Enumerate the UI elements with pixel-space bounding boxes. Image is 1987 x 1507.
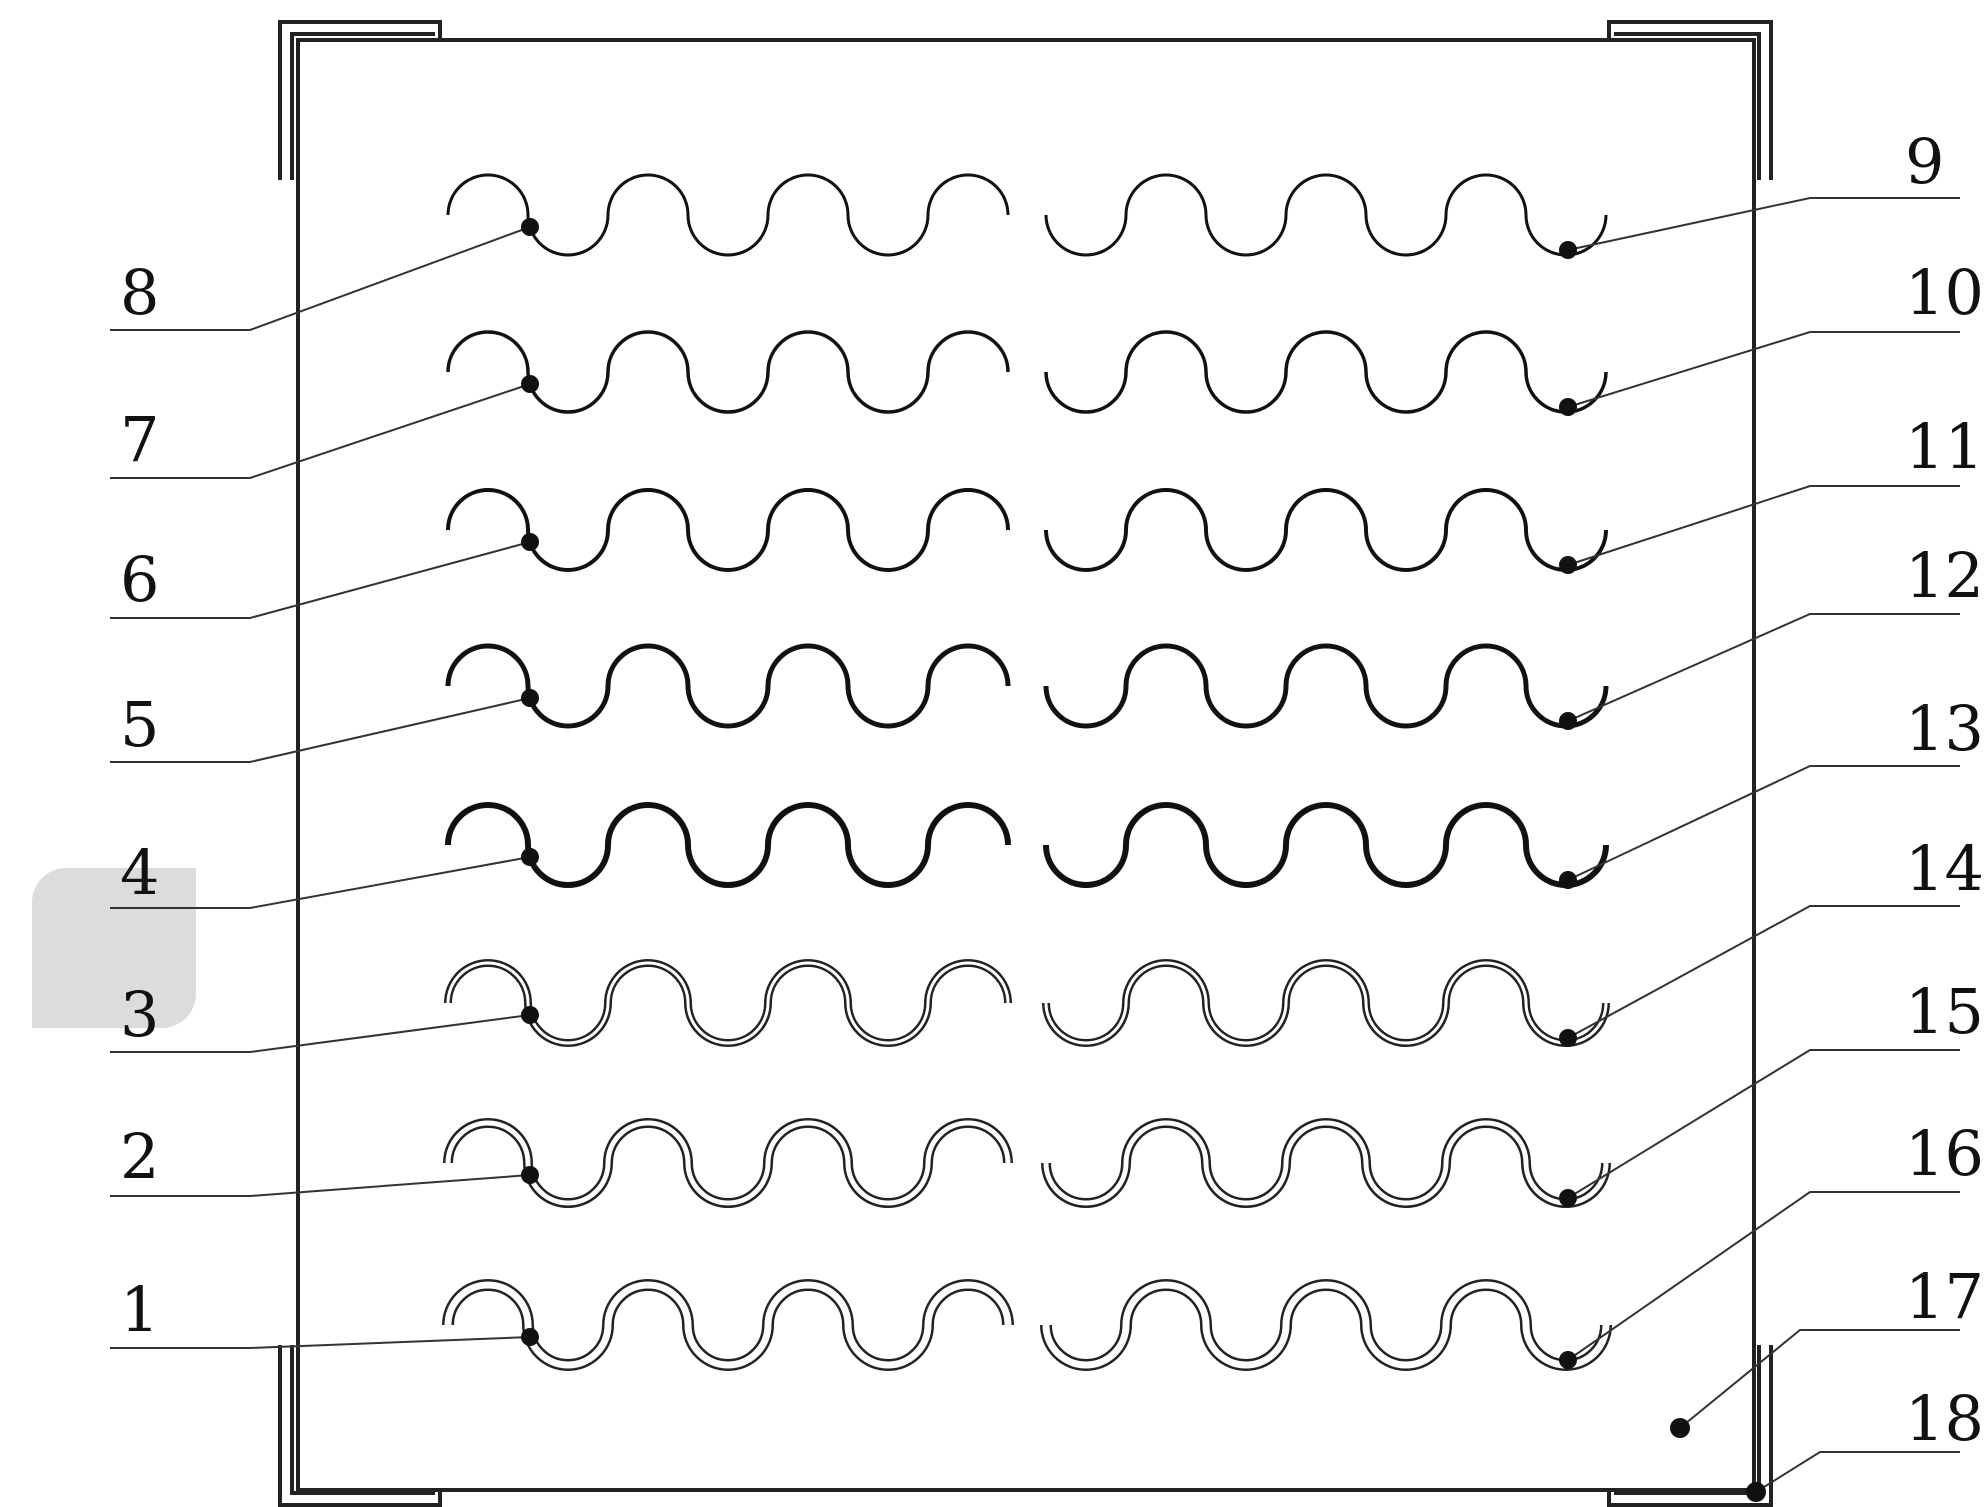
tube-row <box>446 488 1608 572</box>
callout-label-6: 6 <box>120 543 159 616</box>
leader-line-right <box>1567 331 1960 408</box>
callout-dot-left <box>521 1328 539 1346</box>
callout-dot-18 <box>1746 1482 1766 1502</box>
leader-line-left <box>110 1174 531 1197</box>
tube-wave-inner <box>1043 1120 1609 1206</box>
callout-dot-17 <box>1670 1418 1690 1438</box>
leader-line-right <box>1567 197 1960 251</box>
leader-line-left <box>110 1014 531 1053</box>
callout-dot-right <box>1559 1351 1577 1369</box>
leader-line-left <box>110 697 531 763</box>
enclosure-frame <box>278 20 1773 1507</box>
leader-line-right <box>1567 485 1960 566</box>
tube-wave <box>1044 173 1608 257</box>
tube-row <box>446 330 1608 414</box>
tube-row <box>442 1279 1612 1371</box>
leader-line-left <box>110 226 531 331</box>
tube-wave <box>1043 802 1609 888</box>
callout-dot-right <box>1559 1029 1577 1047</box>
callout-label-8: 8 <box>120 256 159 329</box>
tube-wave-outer <box>442 1279 1014 1371</box>
callout-label-18: 18 <box>1905 1382 1984 1455</box>
serpentine-tube-rows <box>442 173 1612 1371</box>
tube-wave <box>446 173 1010 257</box>
tube-wave-outer <box>1040 1279 1612 1371</box>
callout-leaders <box>110 197 1960 1502</box>
callout-dot-right <box>1559 241 1577 259</box>
tube-row <box>445 802 1609 888</box>
callout-label-14: 14 <box>1905 832 1984 905</box>
callout-dot-right <box>1559 1189 1577 1207</box>
leader-line-right <box>1567 905 1960 1039</box>
tube-row <box>445 643 1609 729</box>
callout-label-11: 11 <box>1905 410 1984 483</box>
callout-dot-right <box>1559 556 1577 574</box>
callout-dot-left <box>521 533 539 551</box>
tube-wave-inner <box>1044 961 1608 1045</box>
leader-line-left <box>110 856 531 909</box>
tube-wave <box>1044 330 1608 414</box>
leader-line-left <box>110 1336 531 1349</box>
callout-dot-left <box>521 848 539 866</box>
callout-dot-left <box>521 1006 539 1024</box>
leader-line-18 <box>1755 1451 1960 1493</box>
tube-wave-inner <box>1042 1281 1610 1369</box>
callout-dot-left <box>521 218 539 236</box>
leader-line-left <box>110 383 531 479</box>
callout-dot-left <box>521 689 539 707</box>
tube-wave <box>1044 488 1608 572</box>
callout-label-5: 5 <box>120 688 159 761</box>
tube-wave <box>1043 643 1609 729</box>
callout-label-15: 15 <box>1905 975 1984 1048</box>
side-tab-marker <box>32 868 196 1028</box>
tube-wave-outer <box>444 959 1012 1047</box>
callout-dot-left <box>521 375 539 393</box>
leader-line-left <box>110 541 531 619</box>
leader-line-right <box>1567 1191 1960 1361</box>
callout-label-1: 1 <box>120 1273 159 1346</box>
leader-line-right <box>1567 613 1960 722</box>
callout-label-12: 12 <box>1905 539 1984 612</box>
callout-label-17: 17 <box>1905 1260 1984 1333</box>
tube-wave-outer <box>443 1118 1013 1208</box>
callout-label-2: 2 <box>120 1120 159 1193</box>
leader-line-17 <box>1679 1329 1960 1429</box>
tube-wave-outer <box>1042 959 1610 1047</box>
tube-wave <box>446 488 1010 572</box>
callout-dot-left <box>521 1166 539 1184</box>
callout-label-3: 3 <box>120 978 159 1051</box>
tube-row <box>443 1118 1611 1208</box>
callout-dot-right <box>1559 712 1577 730</box>
tube-row <box>446 173 1608 257</box>
callout-label-13: 13 <box>1905 692 1984 765</box>
tube-wave <box>446 330 1010 414</box>
callout-label-4: 4 <box>120 836 159 909</box>
tube-wave-outer <box>1041 1118 1611 1208</box>
callout-label-9: 9 <box>1905 125 1944 198</box>
callout-dot-right <box>1559 398 1577 416</box>
tube-row <box>444 959 1610 1047</box>
tube-wave <box>445 802 1011 888</box>
callout-label-7: 7 <box>120 403 159 476</box>
callout-label-10: 10 <box>1905 256 1984 329</box>
tube-wave <box>445 643 1011 729</box>
callout-label-16: 16 <box>1905 1117 1984 1190</box>
callout-dot-right <box>1559 871 1577 889</box>
leader-line-right <box>1567 1049 1960 1199</box>
leader-line-right <box>1567 765 1960 881</box>
